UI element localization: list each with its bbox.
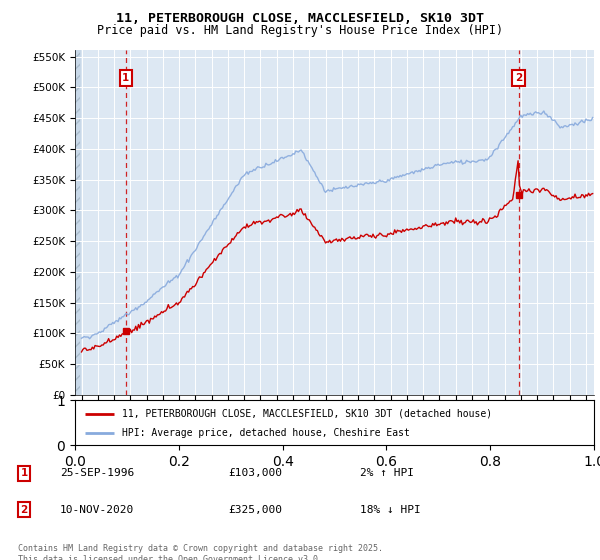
Bar [75,50,80,395]
Text: £103,000: £103,000 [228,468,282,478]
Text: 1: 1 [122,73,130,83]
Text: HPI: Average price, detached house, Cheshire East: HPI: Average price, detached house, Ches… [122,428,410,438]
Text: 2: 2 [20,505,28,515]
Text: 11, PETERBOROUGH CLOSE, MACCLESFIELD, SK10 3DT (detached house): 11, PETERBOROUGH CLOSE, MACCLESFIELD, SK… [122,409,492,419]
Text: 25-SEP-1996: 25-SEP-1996 [60,468,134,478]
Text: 1: 1 [20,468,28,478]
Text: 11, PETERBOROUGH CLOSE, MACCLESFIELD, SK10 3DT: 11, PETERBOROUGH CLOSE, MACCLESFIELD, SK… [116,12,484,25]
Text: 2: 2 [515,73,522,83]
Text: Contains HM Land Registry data © Crown copyright and database right 2025.
This d: Contains HM Land Registry data © Crown c… [18,544,383,560]
Text: 2% ↑ HPI: 2% ↑ HPI [360,468,414,478]
Text: £325,000: £325,000 [228,505,282,515]
Bar [75,50,80,395]
Text: 18% ↓ HPI: 18% ↓ HPI [360,505,421,515]
Text: 10-NOV-2020: 10-NOV-2020 [60,505,134,515]
Text: Price paid vs. HM Land Registry's House Price Index (HPI): Price paid vs. HM Land Registry's House … [97,24,503,37]
